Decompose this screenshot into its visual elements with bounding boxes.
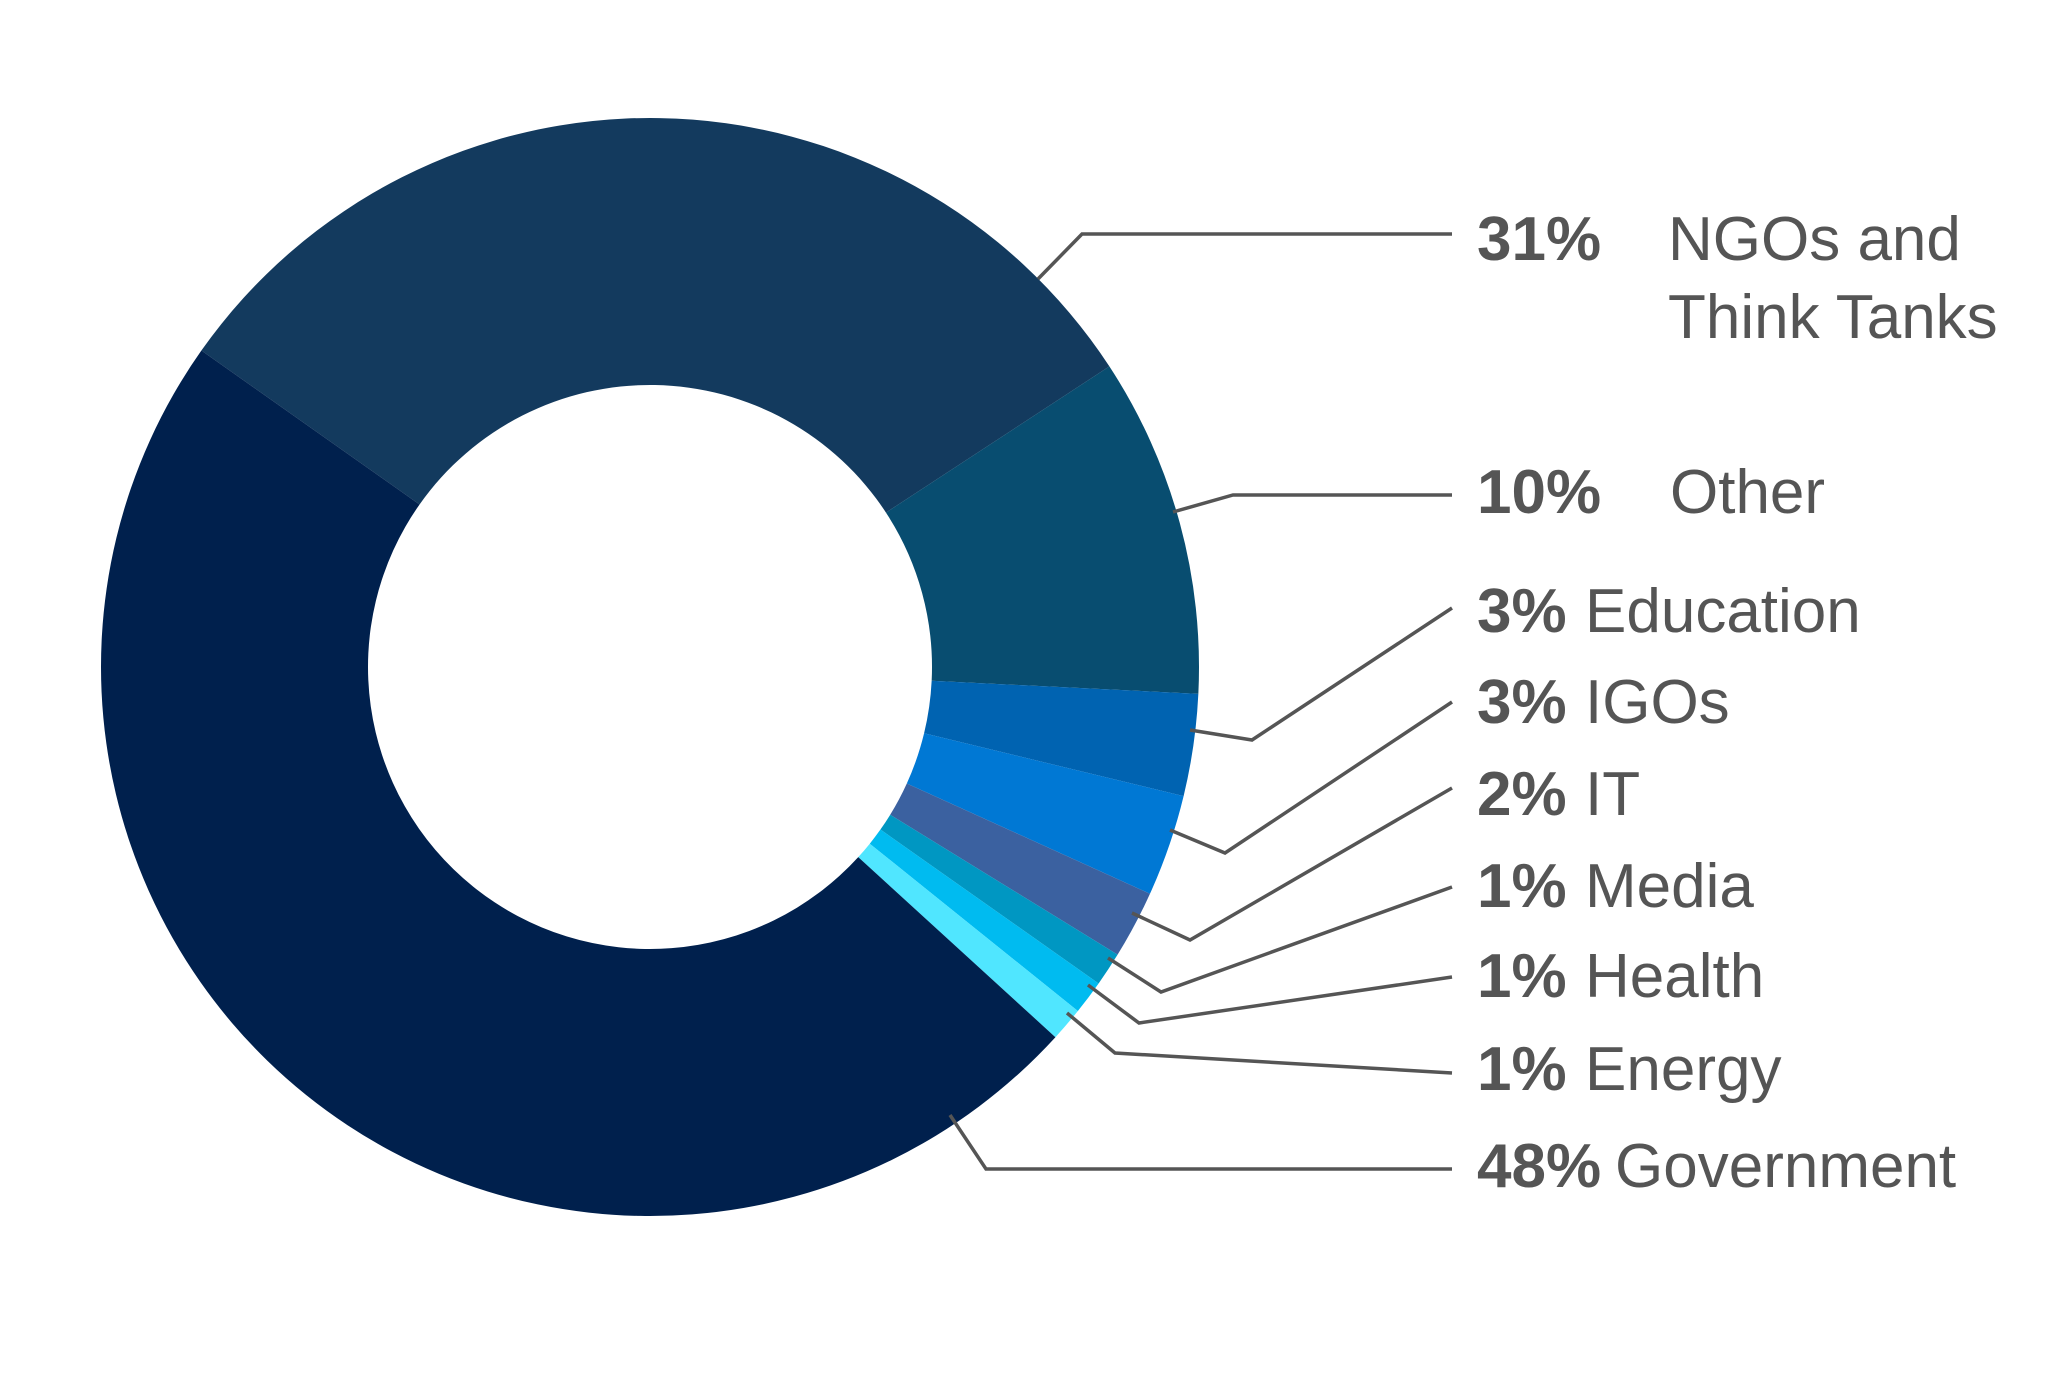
slice-label-ngos-and-think-tanks: Think Tanks (1668, 283, 1998, 352)
leader-lines (948, 232, 1453, 1171)
leader-line-health (1086, 975, 1453, 1025)
donut-slices (100, 117, 1199, 1216)
leader-line-igos (1169, 700, 1453, 855)
slice-government (100, 350, 1056, 1216)
slice-label-government: Government (1615, 1132, 1956, 1201)
slice-label-energy: Energy (1585, 1035, 1781, 1104)
slice-igos (906, 733, 1184, 894)
slice-other (885, 366, 1199, 694)
slice-label-igos: IGOs (1585, 668, 1730, 737)
slice-it (890, 783, 1150, 955)
slice-label-ngos-and-think-tanks: NGOs and (1668, 205, 1961, 274)
leader-line-other (1172, 493, 1452, 514)
slice-label-other: Other (1670, 458, 1825, 527)
slice-percent-media: 1% (1477, 852, 1567, 921)
slice-education (924, 680, 1199, 797)
slice-percent-health: 1% (1477, 942, 1567, 1011)
slice-percent-energy: 1% (1477, 1035, 1567, 1104)
slice-labels: 31% NGOs and Think Tanks 10% Other 3% Educatio… (1477, 205, 1998, 1201)
leader-line-media (1107, 885, 1453, 994)
slice-energy (858, 843, 1078, 1038)
slice-health (869, 829, 1099, 1012)
leader-line-ngos-and-think-tanks (1036, 232, 1452, 281)
slice-percent-other: 10% (1477, 458, 1601, 527)
leader-line-education (1189, 606, 1453, 742)
leader-line-energy (1065, 1011, 1453, 1075)
slice-percent-education: 3% (1477, 577, 1567, 646)
slice-percent-it: 2% (1477, 760, 1567, 829)
slice-percent-government: 48% (1477, 1132, 1601, 1201)
slice-label-education: Education (1585, 577, 1861, 646)
leader-line-government (948, 1114, 1452, 1171)
slice-label-media: Media (1585, 852, 1754, 921)
slice-percent-ngos-and-think-tanks: 31% (1477, 205, 1601, 274)
slice-label-health: Health (1585, 942, 1764, 1011)
slice-percent-igos: 3% (1477, 668, 1567, 737)
leader-line-it (1131, 786, 1453, 942)
slice-ngos-and-think-tanks (201, 117, 1110, 513)
slice-media (880, 814, 1118, 984)
slice-label-it: IT (1585, 760, 1640, 829)
